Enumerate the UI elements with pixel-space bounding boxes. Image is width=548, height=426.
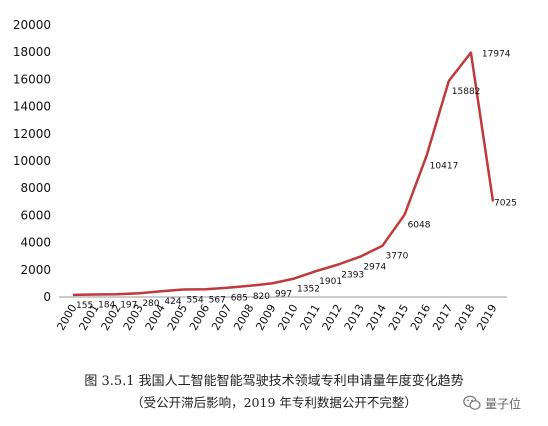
data-label: 424 <box>164 297 181 307</box>
line-chart: 0 2000 4000 6000 8000 10000 12000 14000 16000 180… <box>13 18 517 333</box>
data-label: 554 <box>187 295 204 305</box>
data-label: 6048 <box>408 221 431 231</box>
y-tick-label: 12000 <box>13 127 51 141</box>
x-tick-label: 2009 <box>253 302 278 333</box>
x-tick-label: 2015 <box>386 302 411 333</box>
data-label: 2393 <box>341 270 364 280</box>
data-label: 15882 <box>452 87 481 97</box>
y-tick-label: 2000 <box>20 263 51 277</box>
x-tick-label: 2013 <box>342 302 367 333</box>
data-label: 280 <box>142 299 159 309</box>
data-label: 567 <box>209 295 226 305</box>
x-tick-label: 2008 <box>231 302 256 333</box>
data-label: 17974 <box>482 50 511 60</box>
watermark-text: 量子位 <box>485 396 522 411</box>
x-tick-label: 2017 <box>430 302 455 333</box>
data-labels: 155 184 197 280 424 554 567 685 820 997 1352190123… <box>76 50 517 311</box>
y-tick-label: 20000 <box>13 18 51 32</box>
x-tick-label: 2018 <box>452 302 477 333</box>
data-label: 155 <box>76 301 93 311</box>
y-tick-label: 4000 <box>20 236 51 250</box>
y-tick-label: 6000 <box>20 208 51 222</box>
series-line <box>72 51 495 297</box>
data-label: 2974 <box>363 263 386 273</box>
wechat-icon <box>463 395 481 410</box>
figure-note: （受公开滞后影响，2019 年专利数据公开不完整） <box>131 395 417 410</box>
y-tick-label: 0 <box>43 290 51 304</box>
data-label: 997 <box>275 289 292 299</box>
data-label: 197 <box>120 300 137 310</box>
x-tick-label: 2006 <box>187 302 212 333</box>
data-label: 820 <box>253 292 270 302</box>
x-tick-label: 2010 <box>275 302 300 333</box>
data-label: 10417 <box>430 161 459 171</box>
y-axis-ticks: 0 2000 4000 6000 8000 10000 12000 14000 16000 180… <box>13 18 51 304</box>
x-tick-label: 2016 <box>408 302 433 333</box>
y-tick-label: 14000 <box>13 100 51 114</box>
x-tick-label: 2019 <box>474 302 499 333</box>
data-label: 685 <box>231 294 248 304</box>
data-label: 1901 <box>319 277 342 287</box>
data-label: 184 <box>98 300 115 310</box>
y-tick-label: 18000 <box>13 45 51 59</box>
data-label: 3770 <box>385 252 408 262</box>
y-tick-label: 16000 <box>13 72 51 86</box>
figure-caption: 图 3.5.1 我国人工智能智能驾驶技术领域专利申请量年度变化趋势 <box>84 374 464 389</box>
y-tick-label: 8000 <box>20 181 51 195</box>
data-label: 7025 <box>494 198 517 208</box>
x-tick-label: 2012 <box>320 302 345 333</box>
x-tick-label: 2011 <box>297 302 322 333</box>
data-label: 1352 <box>297 285 320 295</box>
x-tick-label: 2007 <box>209 302 234 333</box>
y-tick-label: 10000 <box>13 154 51 168</box>
x-tick-label: 2014 <box>364 302 389 333</box>
watermark: 量子位 <box>463 392 545 414</box>
